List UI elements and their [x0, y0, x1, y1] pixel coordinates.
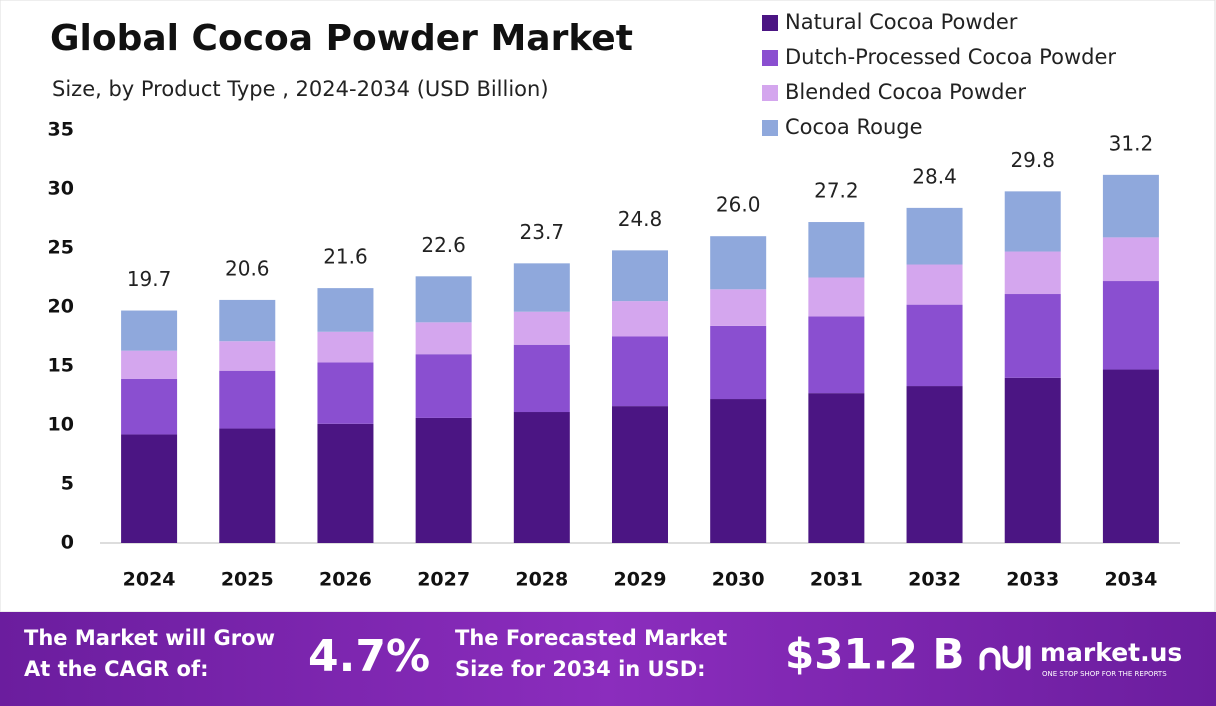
chart-title: Global Cocoa Powder Market: [50, 18, 633, 59]
bar-segment: [906, 304, 963, 387]
forecast-label: The Forecasted Market: [455, 626, 727, 650]
bar-segment: [710, 325, 767, 400]
x-tick-label: 2025: [221, 569, 274, 591]
total-label: 20.6: [225, 256, 270, 280]
bar-segment: [415, 276, 472, 323]
bar-segment: [1004, 377, 1061, 543]
x-tick-label: 2034: [1104, 569, 1157, 591]
bar-segment: [219, 428, 276, 543]
x-tick-label: 2033: [1006, 569, 1059, 591]
legend-swatch: [762, 120, 778, 136]
bar-segment: [513, 412, 570, 543]
cagr-label: At the CAGR of:: [24, 657, 209, 681]
bar-segment: [219, 299, 276, 342]
bar-segment: [1102, 281, 1159, 370]
total-label: 27.2: [814, 179, 859, 203]
bar-segment: [219, 370, 276, 429]
bar-segment: [1102, 174, 1159, 238]
legend-label: Natural Cocoa Powder: [785, 10, 1018, 34]
x-tick-label: 2029: [614, 569, 667, 591]
brand-logo: [979, 645, 1031, 671]
legend: Natural Cocoa Powder Dutch-Processed Coco…: [762, 10, 1116, 139]
y-tick-label: 30: [48, 178, 74, 200]
total-label: 24.8: [618, 207, 663, 231]
bar-segment: [710, 236, 767, 290]
forecast-label: Size for 2034 in USD:: [455, 657, 706, 681]
bar-segment: [612, 301, 668, 337]
bar-segment: [1004, 191, 1061, 252]
x-tick-label: 2030: [712, 569, 765, 591]
x-tick-label: 2031: [810, 569, 863, 591]
y-tick-label: 35: [48, 119, 74, 141]
cagr-label: The Market will Grow: [24, 626, 275, 650]
total-label: 29.8: [1010, 148, 1055, 172]
x-tick-label: 2027: [417, 569, 470, 591]
bar-segment: [1102, 237, 1159, 282]
bar-segment: [415, 354, 472, 418]
bar-segment: [317, 362, 374, 424]
y-tick-label: 20: [48, 296, 74, 318]
bar-segment: [710, 399, 767, 543]
bar-segment: [513, 311, 570, 345]
brand-tagline: ONE STOP SHOP FOR THE REPORTS: [1042, 670, 1167, 678]
bar-segment: [612, 336, 668, 407]
bar-segment: [219, 341, 276, 371]
bar-segment: [1004, 251, 1061, 295]
legend-swatch: [762, 50, 778, 66]
bar-segment: [121, 378, 178, 435]
bar-segment: [906, 207, 963, 265]
y-tick-label: 0: [61, 532, 74, 554]
y-tick-label: 5: [61, 473, 74, 495]
legend-label: Cocoa Rouge: [785, 115, 923, 139]
bar-segment: [906, 386, 963, 543]
bar-segment: [317, 288, 374, 332]
total-label: 28.4: [912, 164, 957, 188]
bar-segment: [808, 393, 865, 543]
x-tick-label: 2024: [123, 569, 176, 591]
bar-segment: [808, 277, 865, 317]
cagr-value: 4.7%: [308, 631, 430, 682]
x-tick-label: 2028: [515, 569, 568, 591]
footer-band: [0, 612, 1216, 706]
y-tick-label: 15: [48, 355, 74, 377]
bar-segment: [415, 417, 472, 543]
bar-segment: [121, 310, 178, 351]
brand-name: market.us: [1040, 638, 1182, 667]
footer: The Market will Grow At the CAGR of: 4.7…: [24, 626, 1182, 682]
x-tick-label: 2026: [319, 569, 372, 591]
bar-segment: [808, 222, 865, 278]
bar-segment: [513, 263, 570, 312]
bar-segment: [513, 344, 570, 413]
bar-segment: [121, 434, 178, 543]
total-label: 21.6: [323, 245, 368, 269]
chart-subtitle: Size, by Product Type , 2024-2034 (USD B…: [52, 77, 549, 101]
legend-swatch: [762, 85, 778, 101]
forecast-value: $31.2 B: [785, 630, 964, 679]
bar-segment: [1004, 294, 1061, 378]
bar-segment: [121, 350, 178, 379]
bar-segment: [710, 289, 767, 326]
bar-segment: [317, 331, 374, 363]
bar-segment: [415, 322, 472, 355]
y-tick-label: 10: [48, 414, 74, 436]
total-label: 22.6: [421, 233, 466, 257]
total-label: 19.7: [127, 267, 172, 291]
y-tick-label: 25: [48, 237, 74, 259]
bar-segment: [1102, 369, 1159, 543]
bar-segment: [317, 423, 374, 543]
bar-segment: [808, 316, 865, 394]
total-label: 23.7: [520, 220, 565, 244]
total-label: 26.0: [716, 193, 761, 217]
total-label: 31.2: [1109, 131, 1154, 155]
x-tick-label: 2032: [908, 569, 961, 591]
bar-segment: [612, 250, 668, 302]
legend-label: Dutch-Processed Cocoa Powder: [785, 45, 1116, 69]
legend-swatch: [762, 15, 778, 31]
bar-segment: [612, 406, 668, 543]
bar-segment: [906, 264, 963, 305]
legend-label: Blended Cocoa Powder: [785, 80, 1026, 104]
